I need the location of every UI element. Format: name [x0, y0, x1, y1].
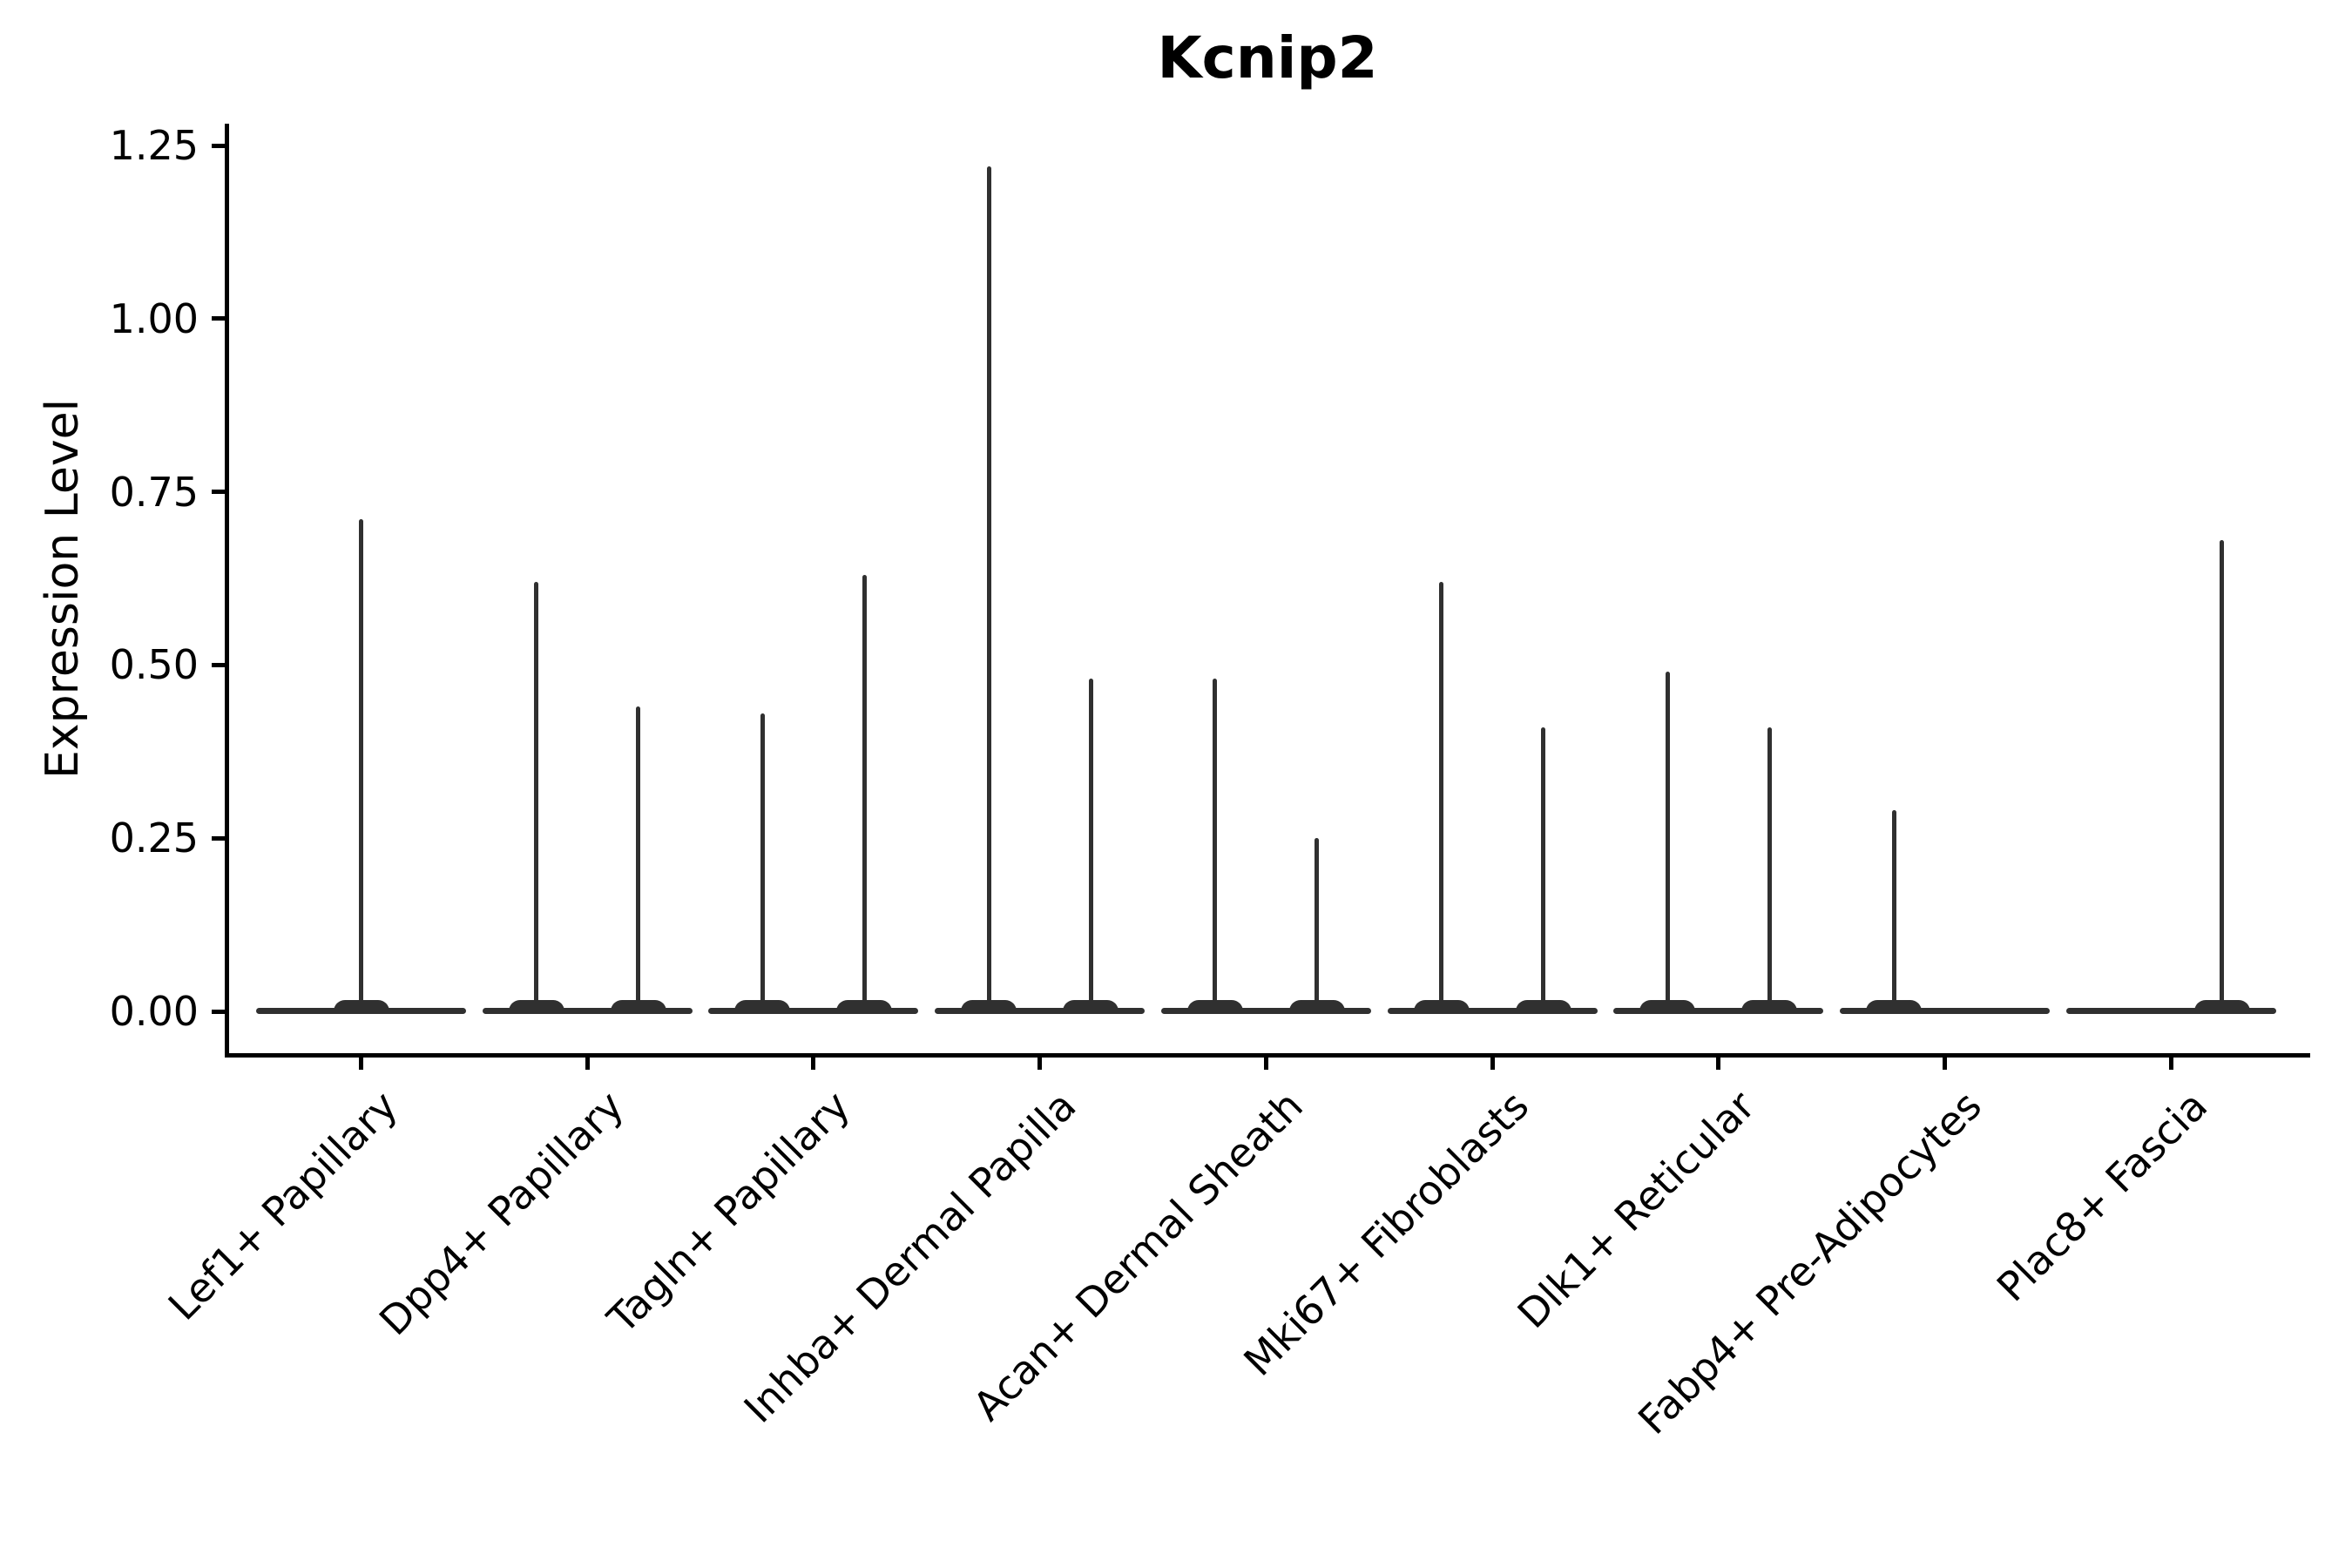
x-tick-label: Dpp4+ Papillary [370, 1082, 633, 1345]
y-axis-spine [225, 124, 229, 1058]
violin-max-spike [1088, 679, 1093, 1013]
violin-max-spike [1891, 810, 1896, 1013]
y-tick-mark [212, 143, 226, 148]
violin-baseline [1613, 1008, 1824, 1014]
violin-baseline [1160, 1008, 1371, 1014]
x-tick-mark [1037, 1056, 1043, 1070]
y-tick-mark [212, 835, 226, 841]
x-tick-mark [359, 1056, 363, 1070]
x-tick-mark [2168, 1056, 2173, 1070]
violin-baseline [1387, 1008, 1598, 1014]
violin-baseline [708, 1008, 919, 1014]
violin-max-spike [986, 166, 991, 1013]
y-tick-label: 1.25 [109, 122, 199, 169]
violin-max-spike [534, 581, 539, 1013]
violin-max-spike [760, 713, 765, 1013]
violin-baseline [482, 1008, 693, 1014]
violin-max-spike [636, 706, 641, 1013]
y-tick-mark [212, 316, 226, 321]
x-tick-mark [585, 1056, 590, 1070]
y-tick-mark [212, 1009, 226, 1014]
violin-baseline [1840, 1008, 2051, 1014]
violin-baseline [935, 1008, 1146, 1014]
x-tick-label: Dlk1+ Reticular [1508, 1082, 1765, 1338]
y-tick-label: 0.50 [109, 641, 199, 689]
violin-max-spike [1665, 672, 1670, 1013]
violin-max-spike [1439, 581, 1444, 1013]
x-tick-label: Tagln+ Papillary [598, 1082, 860, 1342]
y-tick-label: 0.75 [109, 468, 199, 516]
violin-max-spike [2220, 540, 2225, 1013]
y-tick-label: 0.25 [109, 814, 199, 862]
y-tick-label: 0.00 [109, 988, 199, 1035]
violin-max-spike [359, 519, 363, 1013]
x-axis-spine [225, 1053, 2310, 1058]
violin-max-spike [1315, 838, 1320, 1013]
violin-max-spike [1213, 679, 1218, 1013]
x-tick-label: Plac8+ Fascia [1988, 1082, 2217, 1311]
chart-title: Kcnip2 [1157, 24, 1378, 91]
y-tick-mark [212, 490, 226, 495]
violin-baseline [2065, 1008, 2276, 1014]
x-tick-mark [1943, 1056, 1948, 1070]
y-tick-label: 1.00 [109, 294, 199, 342]
x-tick-mark [1263, 1056, 1268, 1070]
violin-max-spike [1767, 727, 1772, 1013]
x-tick-mark [1716, 1056, 1721, 1070]
y-axis-label: Expression Level [37, 398, 89, 780]
violin-max-spike [862, 575, 867, 1013]
violin-max-spike [1541, 727, 1546, 1013]
x-tick-label: Lef1+ Papillary [159, 1082, 407, 1329]
y-tick-mark [212, 662, 226, 667]
x-tick-mark [811, 1056, 816, 1070]
x-tick-mark [1490, 1056, 1495, 1070]
